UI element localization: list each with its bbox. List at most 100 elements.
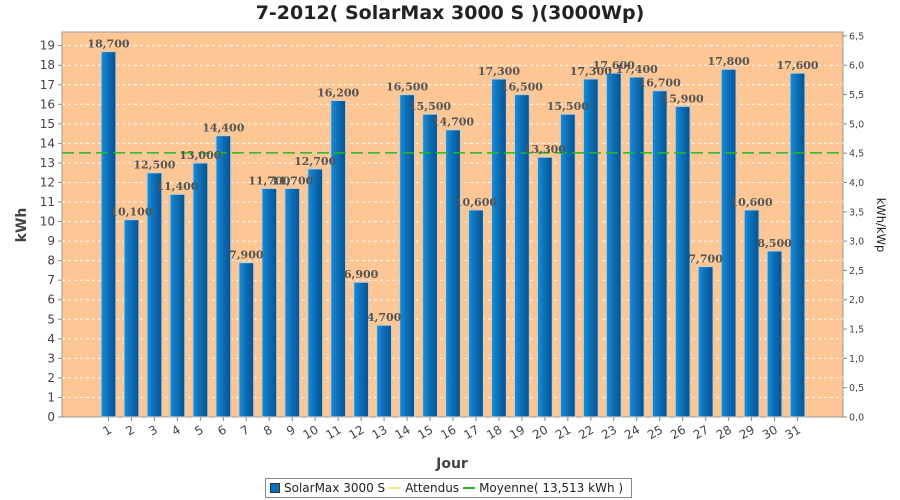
bar: [307, 168, 324, 418]
x-tick-label: 17: [461, 422, 481, 442]
x-tick-label: 31: [783, 422, 803, 442]
y2-tick-label: 4,5: [849, 149, 864, 160]
y-tick-label: 19: [40, 39, 55, 53]
y-tick-label: 13: [40, 156, 55, 170]
x-tick-label: 25: [645, 422, 665, 442]
x-tick-label: 5: [192, 422, 206, 438]
data-label: 17,400: [616, 63, 658, 76]
data-label: 16,500: [501, 81, 543, 94]
y-tick-label: 15: [40, 117, 55, 131]
y-tick-label: 9: [47, 234, 55, 248]
legend-swatch-expected: [389, 487, 402, 489]
y2-tick-label: 0,0: [849, 413, 864, 424]
bar: [215, 134, 232, 418]
y-tick-label: 5: [47, 312, 55, 326]
bar: [720, 68, 737, 418]
bar: [559, 113, 576, 418]
data-label: 13,000: [179, 149, 221, 162]
bar: [353, 281, 370, 418]
data-label: 7,900: [229, 249, 264, 262]
data-label: 8,500: [757, 237, 792, 250]
x-tick-label: 15: [415, 422, 435, 442]
x-tick-label: 27: [691, 422, 711, 442]
y-tick-label: 10: [40, 215, 55, 229]
data-label: 16,700: [639, 77, 681, 90]
x-tick-label: 4: [169, 422, 183, 438]
legend-item-series: SolarMax 3000 S: [270, 481, 385, 495]
y2-tick-label: 5,5: [849, 90, 864, 101]
x-tick-label: 20: [530, 422, 550, 442]
legend-swatch-average: [463, 487, 476, 489]
data-label: 15,500: [409, 100, 451, 113]
y2-tick-label: 1,0: [849, 354, 864, 365]
bar: [375, 324, 393, 418]
y-tick-label: 17: [40, 78, 55, 92]
bar: [605, 72, 622, 418]
legend-item-expected: Attendus: [389, 481, 459, 495]
y2-tick-label: 2,5: [849, 266, 864, 277]
y-tick-label: 7: [47, 273, 55, 287]
bar: [123, 219, 140, 418]
y-tick-label: 2: [47, 371, 55, 385]
bar: [490, 78, 508, 418]
data-labels: 18,700 10,100 12,500 11,400 13,000 14,400 7,90…: [87, 38, 818, 325]
x-tick-label: 18: [484, 422, 504, 442]
y2-tick-label: 3,5: [849, 207, 864, 218]
x-tick-label: 21: [553, 422, 573, 442]
y2-tick-label: 2,0: [849, 295, 864, 306]
bar: [651, 90, 668, 418]
x-tick-label: 9: [284, 422, 298, 438]
data-label: 15,500: [547, 100, 589, 113]
bar: [421, 113, 439, 418]
data-label: 17,300: [478, 65, 520, 78]
bar: [192, 162, 209, 418]
x-tick-label: 30: [760, 422, 780, 442]
x-tick-label: 19: [507, 422, 527, 442]
bar: [169, 193, 186, 418]
bar: [284, 187, 301, 418]
x-tick-label: 26: [668, 422, 688, 442]
x-tick-label: 6: [215, 422, 229, 438]
y2-axis-title: kWh/kWp: [874, 198, 888, 253]
x-tick-label: 23: [599, 422, 619, 442]
x-tick-label: 13: [369, 422, 389, 442]
data-label: 12,700: [294, 155, 336, 168]
bar: [789, 72, 806, 418]
bar: [100, 50, 117, 418]
data-label: 12,500: [133, 159, 175, 172]
x-tick-label: 14: [392, 422, 412, 442]
x-tick-label: 12: [346, 422, 366, 442]
data-label: 10,100: [110, 206, 152, 219]
data-label: 17,300: [570, 65, 612, 78]
x-tick-label: 8: [261, 422, 275, 438]
x-tick-label: 10: [300, 422, 320, 442]
bar: [330, 99, 347, 418]
y2-tick-label: 0,5: [849, 383, 864, 394]
bar: [536, 156, 553, 418]
data-label: 16,500: [386, 81, 428, 94]
x-tick-label: 16: [438, 422, 458, 442]
x-tick-label: 11: [323, 422, 343, 442]
x-tick-label: 7: [238, 422, 252, 438]
y-tick-label: 6: [47, 293, 55, 307]
bar: [628, 76, 645, 418]
y-tick-label: 18: [40, 58, 55, 72]
bar: [261, 187, 278, 418]
data-label: 17,600: [593, 59, 635, 72]
y-tick-label: 16: [40, 97, 55, 111]
legend-swatch-series: [270, 483, 280, 493]
data-label: 17,800: [708, 55, 750, 68]
x-tick-label: 2: [123, 422, 137, 438]
bar: [697, 265, 714, 418]
legend: SolarMax 3000 S Attendus Moyenne( 13,513…: [265, 478, 633, 498]
x-tick-label: 3: [146, 422, 160, 438]
data-label: 17,600: [776, 59, 818, 72]
x-tick-label: 1: [100, 422, 114, 438]
y2-tick-label: 5,0: [849, 119, 864, 130]
data-label: 7,700: [688, 253, 723, 266]
y-tick-label: 12: [40, 175, 55, 189]
legend-label-series: SolarMax 3000 S: [284, 481, 386, 495]
y-tick-label: 8: [47, 254, 55, 268]
